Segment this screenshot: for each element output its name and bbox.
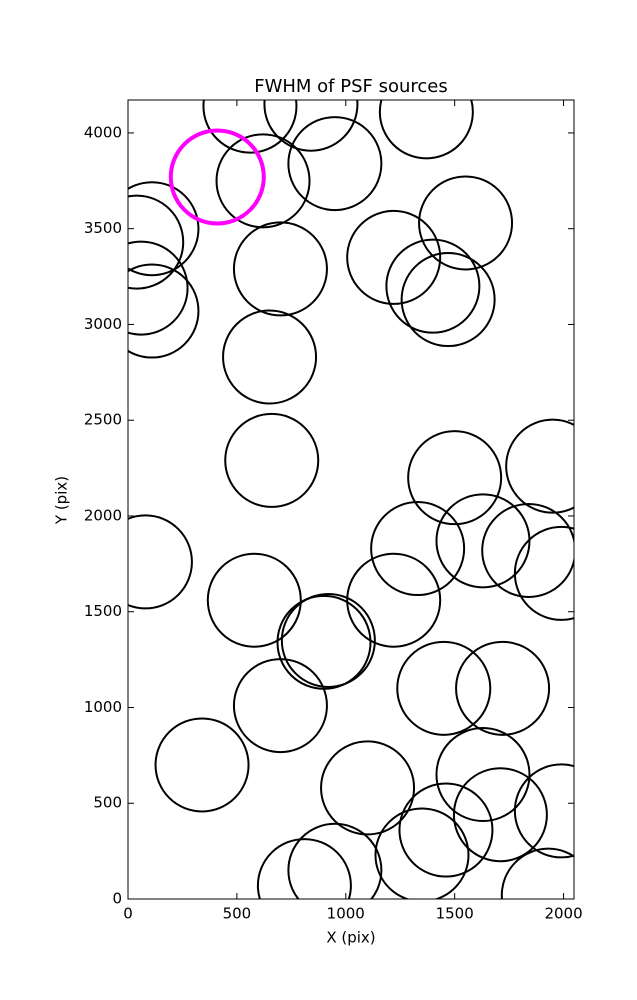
axes-frame — [127, 99, 575, 900]
x-tick-label: 2000 — [544, 905, 582, 923]
source-circle — [232, 658, 328, 754]
y-tick-label: 4000 — [84, 123, 122, 141]
x-tick-label: 1500 — [436, 905, 474, 923]
y-tick-label: 500 — [93, 794, 122, 812]
y-axis-label: Y (pix) — [53, 476, 71, 525]
source-circle — [320, 740, 416, 836]
source-circle — [513, 525, 574, 621]
source-circle — [346, 552, 442, 648]
source-circle — [396, 640, 492, 736]
y-tick-label: 1500 — [84, 602, 122, 620]
chart-title: FWHM of PSF sources — [254, 76, 448, 97]
plot-area — [128, 100, 574, 899]
source-circle — [128, 263, 200, 359]
source-circle — [287, 116, 383, 212]
source-circle — [202, 100, 298, 154]
source-circle — [215, 133, 311, 229]
x-tick-label: 500 — [223, 905, 252, 923]
source-circle — [481, 502, 574, 598]
y-tick-label: 2500 — [84, 411, 122, 429]
source-circle — [256, 838, 352, 899]
source-circle — [168, 128, 266, 226]
source-circle — [128, 514, 193, 610]
source-circle — [287, 822, 383, 899]
source-circle — [128, 181, 200, 277]
source-circle — [378, 100, 474, 160]
y-tick-label: 3000 — [84, 315, 122, 333]
source-circle — [455, 640, 551, 736]
source-circle — [513, 763, 574, 859]
source-circle — [418, 175, 514, 271]
source-circle — [222, 309, 318, 405]
source-circle — [500, 847, 574, 899]
x-tick-label: 0 — [123, 905, 133, 923]
source-circle — [263, 100, 359, 152]
source-circle — [452, 767, 548, 863]
y-tick-label: 1000 — [84, 698, 122, 716]
source-circle — [385, 238, 481, 334]
y-tick-label: 0 — [112, 890, 122, 908]
source-circle — [128, 240, 189, 336]
source-circle — [370, 501, 466, 597]
y-tick-label: 2000 — [84, 506, 122, 524]
source-circle — [400, 252, 496, 348]
source-circle — [128, 194, 185, 290]
x-tick-label: 1000 — [327, 905, 365, 923]
source-circle — [154, 717, 250, 813]
source-circle — [435, 727, 531, 823]
source-circle — [280, 592, 376, 688]
source-circle — [398, 782, 494, 878]
x-axis-label: X (pix) — [326, 929, 375, 947]
source-circle — [346, 209, 442, 305]
source-circle — [374, 807, 470, 899]
source-circle — [224, 412, 320, 508]
source-circle — [505, 418, 574, 514]
source-circle — [407, 430, 503, 526]
source-circle — [232, 221, 328, 317]
source-circle — [206, 552, 302, 648]
y-tick-label: 3500 — [84, 219, 122, 237]
